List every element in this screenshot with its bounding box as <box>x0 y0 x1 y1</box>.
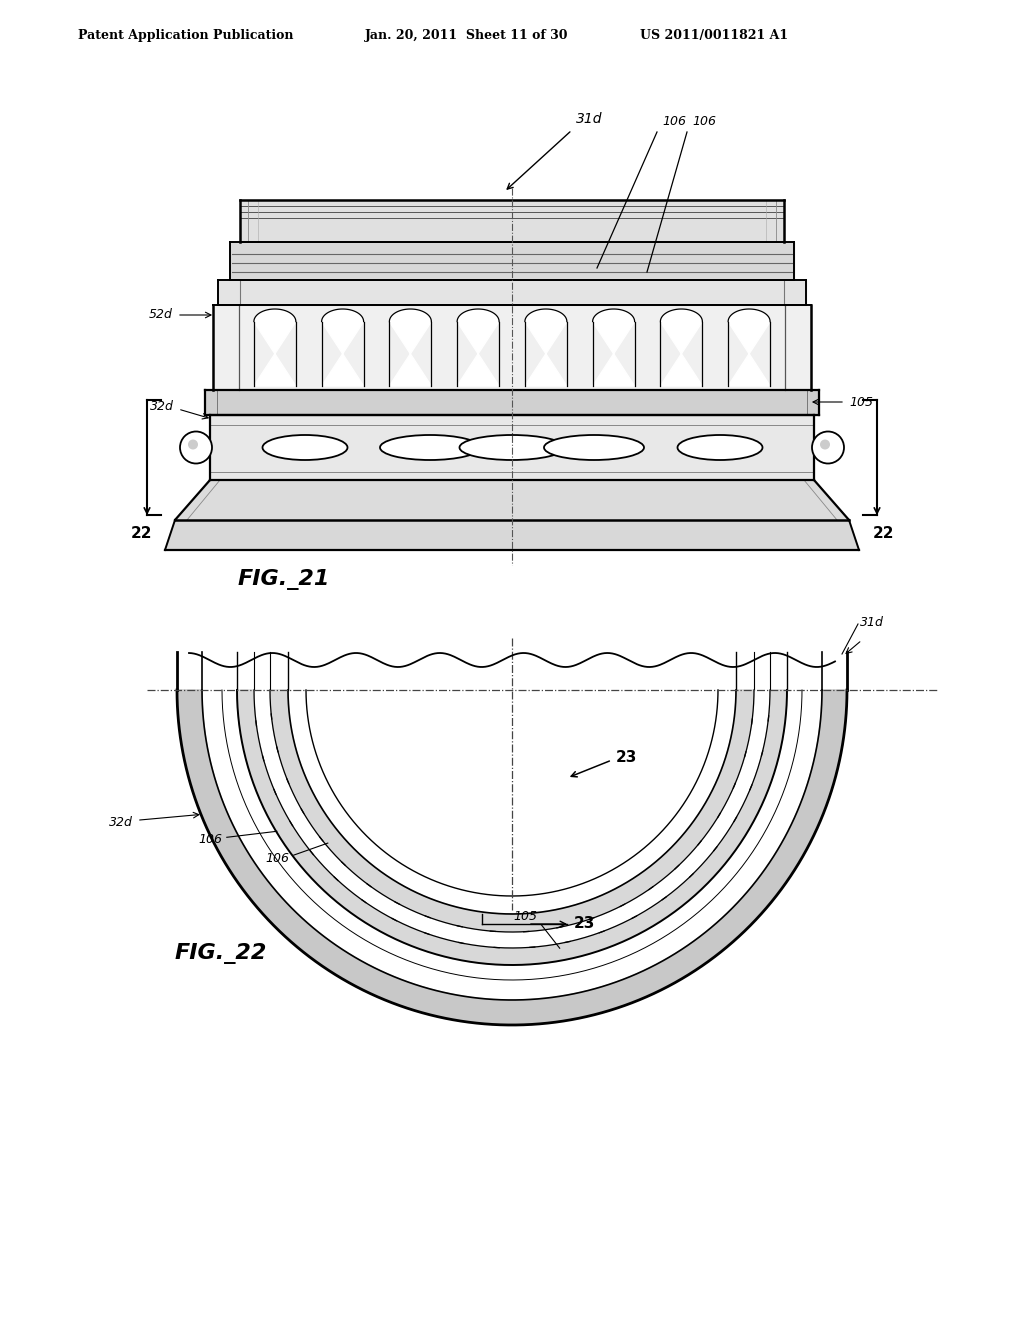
Polygon shape <box>213 305 811 389</box>
Text: 105: 105 <box>514 911 538 923</box>
Text: 23: 23 <box>574 916 595 932</box>
Polygon shape <box>240 201 784 242</box>
Text: 106: 106 <box>662 115 686 128</box>
Circle shape <box>188 440 198 450</box>
Text: 22: 22 <box>872 525 894 541</box>
Ellipse shape <box>678 436 763 459</box>
Text: 105: 105 <box>849 396 873 408</box>
Polygon shape <box>205 389 819 414</box>
Text: 32d: 32d <box>109 816 133 829</box>
Text: Jan. 20, 2011  Sheet 11 of 30: Jan. 20, 2011 Sheet 11 of 30 <box>365 29 568 41</box>
Text: 31d: 31d <box>575 112 602 125</box>
Polygon shape <box>237 690 787 965</box>
Text: 106: 106 <box>266 851 290 865</box>
Text: FIG._21: FIG._21 <box>238 569 331 590</box>
Polygon shape <box>322 309 364 385</box>
Text: US 2011/0011821 A1: US 2011/0011821 A1 <box>640 29 788 41</box>
Text: 32d: 32d <box>151 400 174 413</box>
Text: Patent Application Publication: Patent Application Publication <box>78 29 294 41</box>
Polygon shape <box>457 309 499 385</box>
Ellipse shape <box>262 436 347 459</box>
Circle shape <box>820 440 830 450</box>
Polygon shape <box>728 309 770 385</box>
Polygon shape <box>230 242 794 280</box>
Text: 22: 22 <box>130 525 152 541</box>
Polygon shape <box>660 309 702 385</box>
Ellipse shape <box>380 436 480 459</box>
Polygon shape <box>177 690 847 1026</box>
Polygon shape <box>210 414 814 480</box>
Text: 106: 106 <box>199 833 223 846</box>
Ellipse shape <box>544 436 644 459</box>
Polygon shape <box>593 309 635 385</box>
Polygon shape <box>165 520 859 550</box>
Text: FIG._22: FIG._22 <box>175 944 267 965</box>
Circle shape <box>180 432 212 463</box>
Polygon shape <box>254 309 296 385</box>
Polygon shape <box>270 690 754 932</box>
Circle shape <box>812 432 844 463</box>
Text: 23: 23 <box>616 751 637 766</box>
Text: 52d: 52d <box>150 309 173 322</box>
Polygon shape <box>218 280 806 305</box>
Polygon shape <box>175 480 849 520</box>
Polygon shape <box>306 690 718 896</box>
Text: 31d: 31d <box>860 615 884 628</box>
Polygon shape <box>389 309 431 385</box>
Ellipse shape <box>460 436 564 459</box>
Polygon shape <box>525 309 567 385</box>
Text: 106: 106 <box>692 115 716 128</box>
